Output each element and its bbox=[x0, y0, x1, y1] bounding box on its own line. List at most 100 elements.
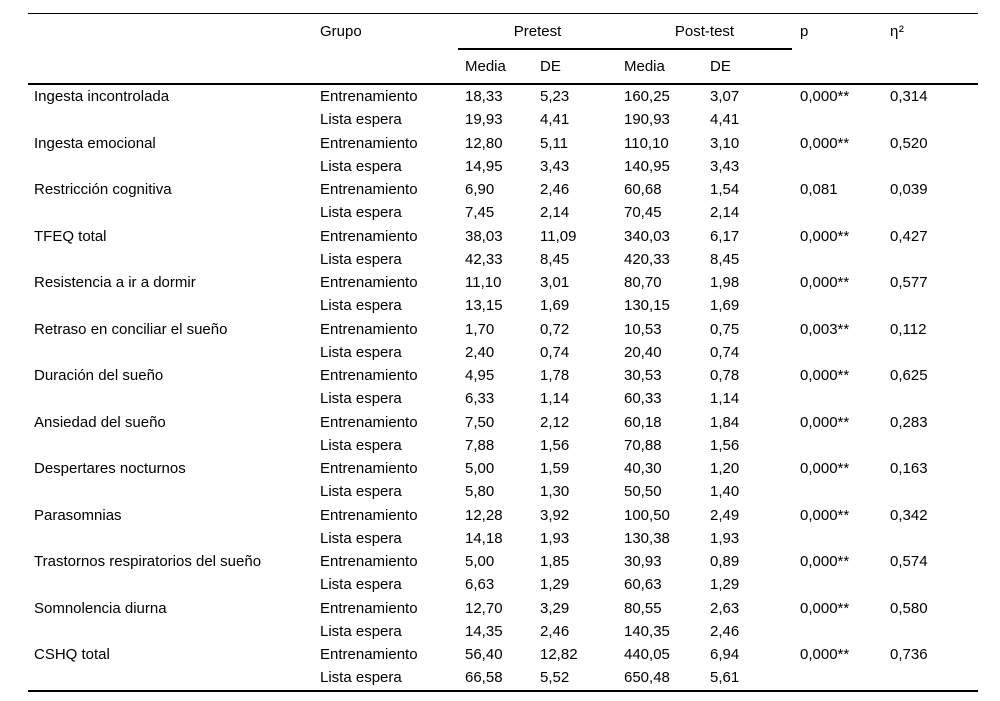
p-cell bbox=[792, 201, 883, 224]
pretest-media-cell: 6,33 bbox=[465, 390, 495, 408]
posttest-media-cell: 340,03 bbox=[624, 227, 670, 245]
eta-cell bbox=[883, 201, 978, 224]
grupo-cell: Lista espera bbox=[320, 669, 402, 687]
col-header-pretest-media: Media bbox=[465, 58, 506, 75]
p-cell: 0,000** bbox=[800, 506, 850, 524]
posttest-de-cell: 3,07 bbox=[710, 88, 740, 105]
table-row: Despertares nocturnos Entrenamiento 5,00 1,… bbox=[28, 457, 978, 480]
posttest-de-cell: 1,56 bbox=[710, 436, 740, 454]
table-row: Lista espera 6,33 1,14 60,33 1,14 bbox=[28, 387, 978, 410]
pretest-media-cell: 18,33 bbox=[465, 88, 503, 105]
eta-cell: 0,736 bbox=[890, 646, 928, 663]
eta-cell: 0,427 bbox=[890, 227, 928, 245]
posttest-de-cell: 1,40 bbox=[710, 483, 740, 501]
variable-cell bbox=[28, 480, 315, 503]
posttest-media-cell: 160,25 bbox=[624, 88, 670, 105]
pretest-media-cell: 5,80 bbox=[465, 483, 495, 501]
p-cell: 0,000** bbox=[800, 227, 850, 245]
p-cell: 0,000** bbox=[800, 599, 850, 617]
pretest-media-cell: 7,45 bbox=[465, 204, 495, 222]
table-row: Lista espera 19,93 4,41 190,93 4,41 bbox=[28, 108, 978, 131]
eta-cell: 0,342 bbox=[890, 506, 928, 524]
variable-cell: CSHQ total bbox=[34, 646, 110, 663]
eta-cell bbox=[883, 434, 978, 457]
variable-cell: Ingesta emocional bbox=[34, 134, 156, 152]
posttest-media-cell: 50,50 bbox=[624, 483, 662, 501]
grupo-cell: Entrenamiento bbox=[320, 553, 418, 570]
eta-cell bbox=[883, 620, 978, 643]
variable-cell: Trastornos respiratorios del sueño bbox=[34, 553, 262, 570]
col-header-eta-squared: η² bbox=[890, 23, 905, 40]
eta-cell bbox=[883, 480, 978, 503]
col-header-grupo: Grupo bbox=[320, 23, 362, 40]
posttest-media-cell: 20,40 bbox=[624, 343, 662, 361]
grupo-cell: Lista espera bbox=[320, 576, 402, 594]
eta-cell: 0,577 bbox=[890, 274, 928, 291]
col-header-posttest: Post-test bbox=[617, 13, 792, 50]
table-row: Lista espera 2,40 0,74 20,40 0,74 bbox=[28, 341, 978, 364]
table-row: Lista espera 7,88 1,56 70,88 1,56 bbox=[28, 434, 978, 457]
posttest-de-cell: 5,61 bbox=[710, 669, 740, 687]
p-cell bbox=[792, 434, 883, 457]
grupo-cell: Lista espera bbox=[320, 157, 402, 175]
pretest-de-cell: 3,29 bbox=[540, 599, 570, 617]
posttest-media-cell: 130,15 bbox=[624, 297, 670, 315]
table-row: Parasomnias Entrenamiento 12,28 3,92 100,50 2… bbox=[28, 504, 978, 527]
posttest-de-cell: 2,49 bbox=[710, 506, 740, 524]
eta-cell: 0,283 bbox=[890, 413, 928, 431]
table-row: Ingesta incontrolada Entrenamiento 18,33 5,… bbox=[28, 84, 978, 108]
col-header-variable-blank bbox=[28, 14, 315, 85]
p-cell bbox=[792, 155, 883, 178]
pretest-de-cell: 1,29 bbox=[540, 576, 570, 594]
posttest-media-cell: 100,50 bbox=[624, 506, 670, 524]
table-row: CSHQ total Entrenamiento 56,40 12,82 440,05 6… bbox=[28, 643, 978, 666]
pretest-media-cell: 5,00 bbox=[465, 553, 495, 570]
grupo-cell: Entrenamiento bbox=[320, 274, 418, 291]
header-row-top: Grupo Pretest Post-test p η² bbox=[28, 13, 978, 50]
posttest-de-cell: 1,20 bbox=[710, 460, 740, 477]
pretest-de-cell: 4,41 bbox=[540, 111, 570, 129]
pretest-media-cell: 14,35 bbox=[465, 622, 503, 640]
table-row: Lista espera 14,95 3,43 140,95 3,43 bbox=[28, 155, 978, 178]
variable-cell bbox=[28, 201, 315, 224]
pretest-media-cell: 56,40 bbox=[465, 646, 503, 663]
posttest-media-cell: 60,63 bbox=[624, 576, 662, 594]
eta-cell: 0,163 bbox=[890, 460, 928, 477]
grupo-cell: Entrenamiento bbox=[320, 134, 418, 152]
eta-cell: 0,039 bbox=[890, 181, 928, 198]
posttest-de-cell: 2,46 bbox=[710, 622, 740, 640]
grupo-cell: Entrenamiento bbox=[320, 599, 418, 617]
pretest-de-cell: 1,69 bbox=[540, 297, 570, 315]
posttest-de-cell: 1,54 bbox=[710, 181, 740, 198]
grupo-cell: Entrenamiento bbox=[320, 506, 418, 524]
variable-cell bbox=[28, 155, 315, 178]
table-row: Lista espera 7,45 2,14 70,45 2,14 bbox=[28, 201, 978, 224]
p-cell bbox=[792, 387, 883, 410]
posttest-de-cell: 8,45 bbox=[710, 250, 740, 268]
posttest-de-cell: 3,43 bbox=[710, 157, 740, 175]
posttest-media-cell: 70,88 bbox=[624, 436, 662, 454]
posttest-media-cell: 140,95 bbox=[624, 157, 670, 175]
posttest-media-cell: 80,70 bbox=[624, 274, 662, 291]
eta-cell bbox=[883, 248, 978, 271]
pretest-de-cell: 1,93 bbox=[540, 529, 570, 547]
pretest-media-cell: 42,33 bbox=[465, 250, 503, 268]
p-cell bbox=[792, 666, 883, 690]
pretest-media-cell: 1,70 bbox=[465, 320, 495, 338]
col-header-posttest-media: Media bbox=[624, 58, 665, 75]
table-row: Lista espera 14,18 1,93 130,38 1,93 bbox=[28, 527, 978, 550]
grupo-cell: Lista espera bbox=[320, 622, 402, 640]
grupo-cell: Entrenamiento bbox=[320, 320, 418, 338]
p-cell bbox=[792, 573, 883, 596]
variable-cell: Resistencia a ir a dormir bbox=[34, 274, 196, 291]
p-cell: 0,000** bbox=[800, 274, 850, 291]
p-cell: 0,000** bbox=[800, 367, 850, 384]
eta-cell: 0,580 bbox=[890, 599, 928, 617]
posttest-media-cell: 40,30 bbox=[624, 460, 662, 477]
pretest-de-cell: 1,85 bbox=[540, 553, 570, 570]
grupo-cell: Lista espera bbox=[320, 529, 402, 547]
grupo-cell: Lista espera bbox=[320, 250, 402, 268]
grupo-cell: Lista espera bbox=[320, 390, 402, 408]
p-cell: 0,000** bbox=[800, 88, 850, 105]
table-row: Somnolencia diurna Entrenamiento 12,70 3,29… bbox=[28, 597, 978, 620]
